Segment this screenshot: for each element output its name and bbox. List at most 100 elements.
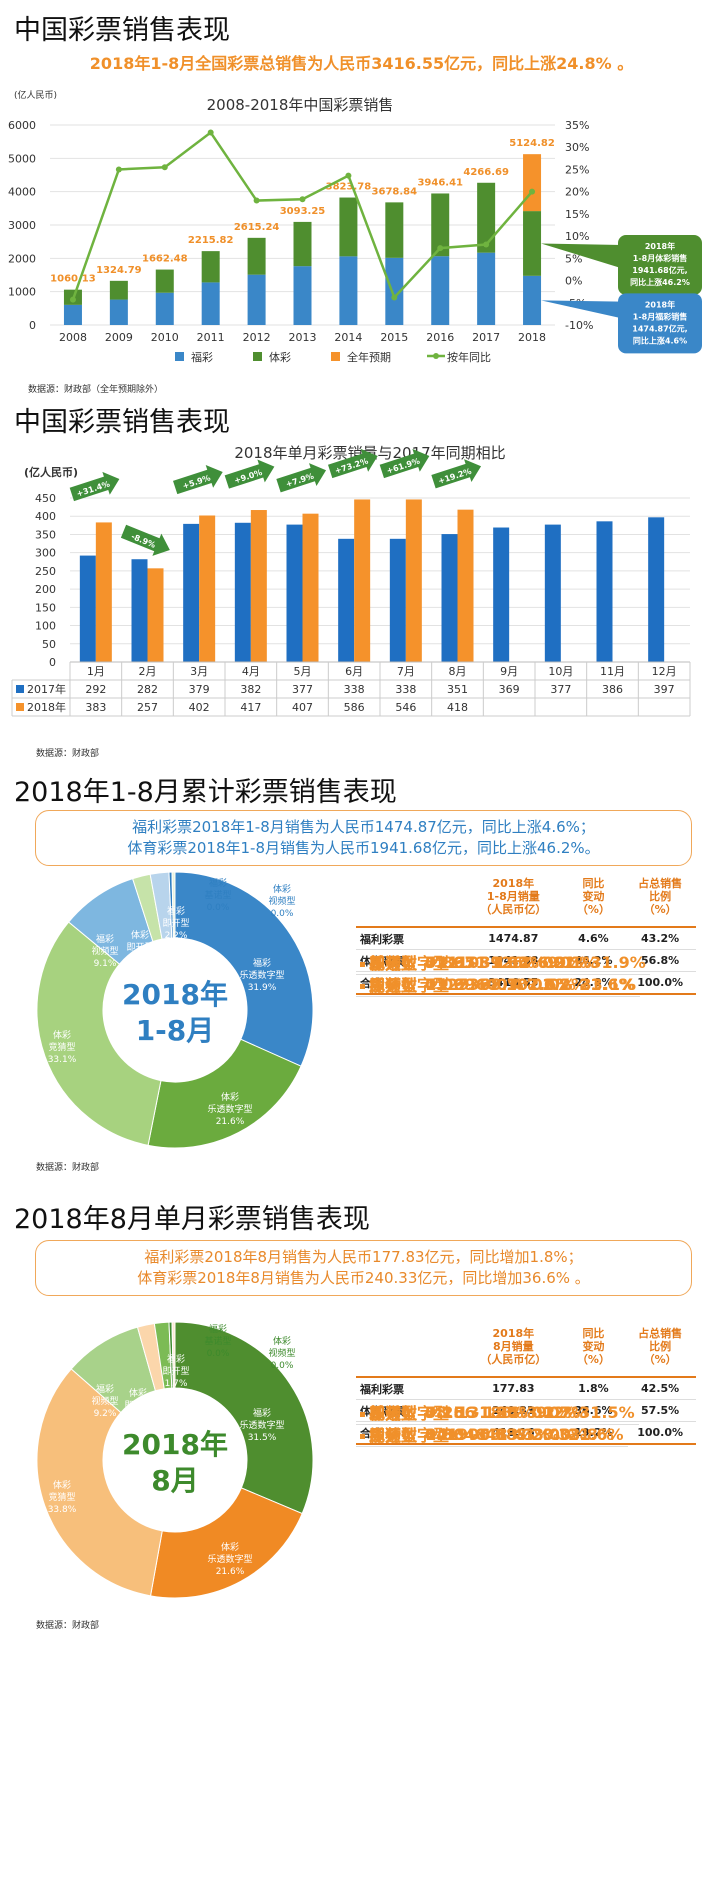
growth-arrow-shape (379, 448, 430, 479)
x-tick-label: 2012 (243, 331, 271, 344)
growth-arrow: +7.9% (276, 463, 327, 493)
table-cell-text: 177.83 (492, 1382, 535, 1395)
slice-label: 体彩 (131, 929, 149, 941)
total-label: 5124.82 (509, 138, 555, 149)
table-cell-2018: 407 (292, 701, 313, 714)
growth-arrow-shape (69, 471, 120, 502)
table-cell: 0.0% (538, 950, 592, 975)
growth-arrow-shape (224, 459, 275, 489)
donut-hole (105, 1390, 245, 1530)
bar-2018 (302, 513, 319, 662)
table-cell-text: -1.2% (472, 1402, 524, 1422)
table-cell-2018: 402 (189, 701, 210, 714)
point-yoy (483, 241, 490, 248)
table-cell: 基诺型 (356, 1400, 422, 1425)
table-cell-text: 0.00 (425, 1424, 465, 1444)
table-cell-2018: 418 (447, 701, 468, 714)
y-tick-label: 150 (35, 601, 56, 614)
table-header-cell: 同比 变动 （%） (562, 1316, 625, 1378)
legend-label: 按年同比 (447, 350, 491, 364)
table-cell-text: 福利彩票 (360, 932, 404, 946)
table-cell: 福利彩票 (356, 927, 464, 950)
section4-heading: 2018年8月单月彩票销售表现 (14, 1204, 370, 1235)
legend-marker (433, 353, 439, 359)
slice-label: 乐透数字型 (239, 969, 284, 981)
slice-label: 视频型 (268, 895, 295, 907)
slice-label: 0.0% (207, 1349, 230, 1359)
y2-tick-label: 10% (565, 230, 589, 243)
legend-label: 福彩 (191, 350, 213, 364)
slice-label: 福彩 (209, 877, 227, 889)
table-header-cell: 2018年 1-8月销量 （人民币亿） (464, 866, 563, 928)
table-cell-text: 33.1% (580, 974, 637, 994)
x-tick-label: 12月 (652, 665, 677, 678)
growth-arrow-shape (120, 524, 170, 556)
table-cell: 43.2% (624, 927, 696, 950)
slice-label: 乐透数字型 (207, 1103, 252, 1115)
table-cell-text: -68.3% (472, 1424, 535, 1444)
point-yoy (253, 197, 260, 204)
table-cell-text: 57.5% (641, 1404, 680, 1417)
y-tick-label: 5000 (8, 152, 36, 165)
slice-label: 即开型 (124, 1400, 151, 1411)
slice-label: 体彩 (129, 1387, 147, 1399)
table-header-cell: 同比 变动 （%） (562, 866, 625, 928)
legend-swatch (16, 685, 24, 693)
y2-tick-label: 25% (565, 163, 589, 176)
y-tick-label: 1000 (8, 286, 36, 299)
bar-2017 (441, 534, 458, 662)
x-tick-label: 2009 (105, 331, 133, 344)
table-cell-2017: 338 (344, 683, 365, 696)
table-header-row: 2018年 1-8月销量 （人民币亿） 同比 变动 （%） 占总销售 比例 （%） (356, 866, 696, 928)
bullet-icon (360, 1412, 365, 1417)
total-label: 3678.84 (372, 186, 418, 197)
bar-sports (247, 237, 266, 275)
summary-line-welfare: 福利彩票2018年1-8月销售为人民币1474.87亿元，同比上涨4.6%； (132, 818, 595, 836)
table-cell-text: 43.2% (641, 932, 680, 945)
bar-2018 (199, 515, 216, 662)
y-tick-label: 100 (35, 620, 56, 633)
table-cell: 177.83 (464, 1377, 563, 1400)
table-cell-text: 31.5% (579, 1402, 635, 1422)
bar-sports (155, 269, 174, 293)
slice-label: 0.0% (271, 1361, 294, 1371)
slice-label: 竞猜型 (48, 1041, 75, 1053)
bar-2017 (648, 517, 665, 662)
callout-welfare-text: 1-8月福彩销售 (633, 311, 687, 321)
slice-label: 体彩 (273, 883, 291, 895)
summary-line-sports: 体育彩票2018年1-8月销售为人民币1941.68亿元，同比上涨46.2%。 (127, 839, 600, 857)
table-cell: -6.0% (468, 972, 528, 997)
x-tick-label: 6月 (345, 665, 363, 678)
bar-welfare (155, 292, 174, 325)
table-cell: -1.2% (468, 1400, 528, 1425)
table-header-cell (356, 1316, 464, 1378)
bar-2018 (405, 499, 422, 662)
table-cell-text: 1.8% (578, 1382, 609, 1395)
slice-label: 体彩 (221, 1091, 239, 1103)
summary-line-welfare: 福利彩票2018年8月销售为人民币177.83亿元，同比增加1.8%； (144, 1248, 583, 1266)
x-tick-label: 8月 (449, 665, 467, 678)
x-tick-label: 10月 (548, 665, 573, 678)
x-tick-label: 2015 (380, 331, 408, 344)
bar-2017 (79, 555, 96, 662)
total-label: 1324.79 (96, 265, 142, 276)
bar-2017 (389, 538, 406, 662)
section1-heading: 中国彩票销售表现 (14, 15, 230, 46)
bar-2017 (286, 524, 303, 662)
bar-sports (385, 202, 404, 258)
slice-label: 福彩 (96, 933, 114, 945)
table-cell: 0.89 (421, 950, 469, 975)
slice-label: 体彩 (53, 1029, 71, 1041)
legend-swatch (253, 352, 262, 361)
bar-sports (339, 197, 358, 257)
slice-label: 乐透数字型 (239, 1419, 284, 1431)
bar-welfare (339, 256, 358, 325)
bar-sports (523, 211, 542, 276)
slice-label: 福彩 (96, 1383, 114, 1395)
slice-label: 福彩 (253, 1407, 271, 1419)
bar-welfare (523, 275, 542, 325)
bullet-icon (360, 962, 365, 967)
callout-pointer-sports (541, 243, 622, 269)
table-cell-2017: 379 (189, 683, 210, 696)
point-yoy (115, 166, 122, 173)
